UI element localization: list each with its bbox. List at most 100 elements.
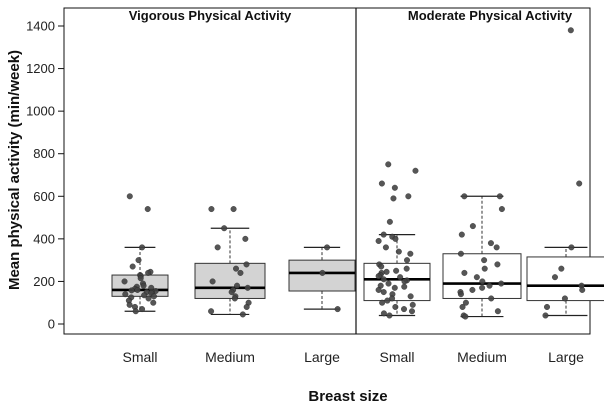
- x-axis-title: Breast size: [308, 388, 387, 405]
- data-point: [544, 303, 551, 310]
- box-group-vigorous-large: Large: [288, 244, 356, 365]
- data-point: [409, 301, 416, 308]
- data-point: [382, 244, 389, 251]
- data-point: [391, 284, 398, 291]
- data-point: [380, 310, 387, 317]
- data-point: [473, 274, 480, 281]
- plot-frame: [63, 7, 591, 335]
- data-point: [579, 286, 586, 293]
- data-point: [122, 291, 129, 298]
- data-point: [405, 193, 412, 200]
- data-point: [129, 263, 136, 270]
- data-point: [380, 231, 387, 238]
- data-point: [334, 306, 341, 313]
- data-point: [457, 291, 464, 298]
- y-tick-label: 800: [33, 146, 55, 161]
- data-point: [135, 257, 142, 264]
- data-point: [375, 286, 382, 293]
- data-point: [230, 206, 237, 213]
- data-point: [390, 195, 397, 202]
- data-point: [412, 167, 419, 174]
- y-tick-label: 0: [48, 317, 55, 332]
- data-point: [397, 274, 404, 281]
- y-tick-label: 1400: [26, 19, 55, 34]
- data-point: [375, 237, 382, 244]
- x-category-label: Small: [122, 349, 157, 365]
- data-point: [558, 265, 565, 272]
- x-category-label: Large: [304, 349, 340, 365]
- box: [526, 256, 604, 302]
- data-point: [461, 269, 468, 276]
- box: [194, 262, 266, 299]
- y-tick-label: 1200: [26, 61, 55, 76]
- data-point: [479, 278, 486, 285]
- data-point: [141, 292, 148, 299]
- data-point: [401, 278, 408, 285]
- data-point: [401, 283, 408, 290]
- data-point: [145, 269, 152, 276]
- x-category-label: Small: [379, 349, 414, 365]
- data-point: [407, 250, 414, 257]
- data-point: [237, 269, 244, 276]
- data-point: [462, 299, 469, 306]
- data-point: [126, 301, 133, 308]
- x-category-label: Medium: [457, 349, 507, 365]
- y-tick-label: 1000: [26, 104, 55, 119]
- data-point: [128, 287, 135, 294]
- data-point: [375, 273, 382, 280]
- panel-title-vigorous: Vigorous Physical Activity: [129, 8, 292, 23]
- data-point: [481, 257, 488, 264]
- data-point: [458, 231, 465, 238]
- data-point: [459, 303, 466, 310]
- data-point: [134, 286, 141, 293]
- data-point: [378, 180, 385, 187]
- data-point: [208, 206, 215, 213]
- data-point: [408, 308, 415, 315]
- data-point: [208, 308, 215, 315]
- data-point: [239, 311, 246, 318]
- data-point: [380, 276, 387, 283]
- box-group-vigorous-small: Small: [111, 193, 169, 365]
- data-point: [498, 280, 505, 287]
- data-point: [383, 268, 390, 275]
- data-point: [126, 193, 133, 200]
- data-point: [139, 306, 146, 313]
- data-point: [150, 299, 157, 306]
- data-point: [567, 27, 574, 34]
- data-point: [150, 293, 157, 300]
- data-point: [496, 193, 503, 200]
- data-point: [404, 257, 411, 264]
- data-point: [403, 265, 410, 272]
- x-category-label: Large: [548, 349, 584, 365]
- data-point: [140, 282, 147, 289]
- data-point: [568, 244, 575, 251]
- data-point: [324, 244, 331, 251]
- data-point: [319, 269, 326, 276]
- box-group-vigorous-medium: Medium: [194, 206, 266, 365]
- data-point: [221, 225, 228, 232]
- data-point: [244, 284, 251, 291]
- data-point: [385, 161, 392, 168]
- y-tick-label: 400: [33, 231, 55, 246]
- data-point: [386, 312, 393, 319]
- y-tick-label: 200: [33, 274, 55, 289]
- data-point: [145, 295, 152, 302]
- data-point: [393, 267, 400, 274]
- data-point: [401, 306, 408, 313]
- data-point: [384, 297, 391, 304]
- data-point: [407, 293, 414, 300]
- box-groups: Small Medium Large Small Medium Large: [111, 27, 604, 365]
- panel-title-moderate: Moderate Physical Activity: [408, 8, 573, 23]
- data-point: [542, 312, 549, 319]
- data-point: [488, 295, 495, 302]
- data-point: [395, 248, 402, 255]
- box-group-moderate-small: Small: [363, 161, 431, 365]
- data-point: [391, 184, 398, 191]
- data-point: [481, 265, 488, 272]
- data-point: [132, 308, 139, 315]
- box-group-moderate-medium: Medium: [442, 193, 522, 365]
- data-point: [386, 218, 393, 225]
- data-point: [233, 265, 240, 272]
- data-point: [469, 286, 476, 293]
